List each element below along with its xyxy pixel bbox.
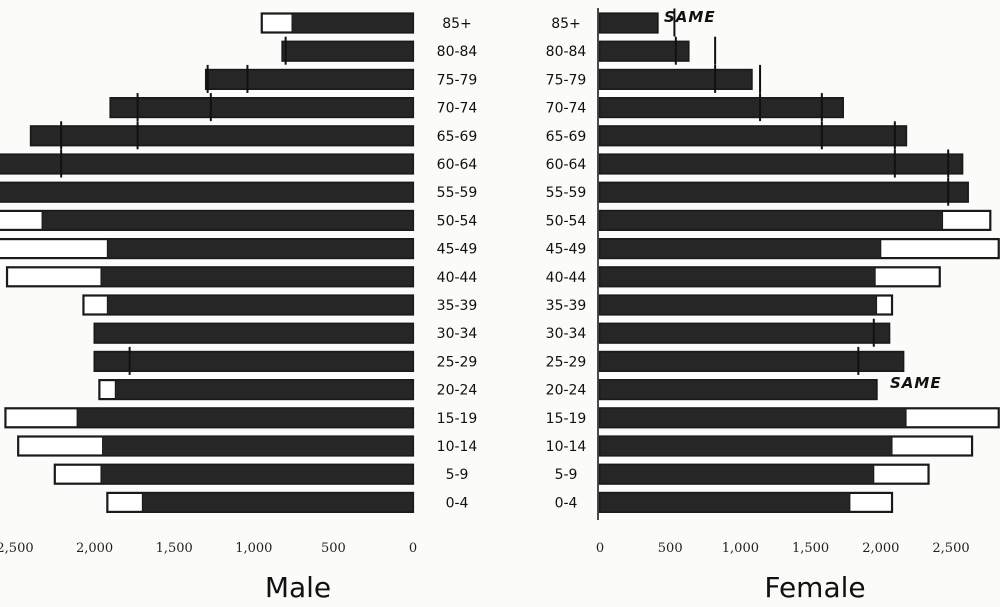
female-age-label: 70-74 xyxy=(546,101,587,117)
female-age-label: 20-24 xyxy=(546,383,587,399)
female-age-label: 10-14 xyxy=(546,439,587,455)
male-age-label: 85+ xyxy=(442,16,472,32)
annotation-same-85: SAME xyxy=(664,8,716,26)
male-age-label: 55-59 xyxy=(437,185,478,201)
female-filled-bar xyxy=(599,210,944,231)
female-filled-bar xyxy=(599,323,890,344)
female-filled-bar xyxy=(599,436,893,456)
male-age-label: 25-29 xyxy=(437,354,478,370)
male-filled-bar xyxy=(94,351,414,372)
female-filled-bar xyxy=(599,154,963,174)
male-filled-bar xyxy=(0,154,414,174)
male-age-label: 60-64 xyxy=(437,157,478,173)
male-filled-bar xyxy=(110,97,414,118)
male-filled-bar xyxy=(102,436,414,456)
male-filled-bar xyxy=(76,407,414,428)
male-panel-label: Male xyxy=(265,571,331,604)
male-x-tick-label: 500 xyxy=(321,541,346,556)
female-x-tick-label: 1,500 xyxy=(792,541,829,556)
female-age-label: 25-29 xyxy=(546,354,587,370)
female-x-tick-label: 2,500 xyxy=(932,541,969,556)
female-chart: 85+ 80-84 75-79 70-74 65-69 60-64 55-59 50-54 45… xyxy=(546,8,1000,556)
male-filled-bar xyxy=(114,379,414,400)
female-age-label: 60-64 xyxy=(546,157,587,173)
female-x-tick-label: 0 xyxy=(596,541,604,556)
female-filled-bar xyxy=(599,125,907,146)
male-age-label: 10-14 xyxy=(437,439,478,455)
female-filled-bar xyxy=(599,492,851,513)
female-age-label: 65-69 xyxy=(546,129,587,145)
male-chart: 85+ 80-84 75-79 70-74 65-69 60-64 55-59 50-54 45… xyxy=(0,12,478,556)
male-x-tick-label: 1,000 xyxy=(235,541,272,556)
male-filled-bar xyxy=(281,41,414,62)
female-filled-bar xyxy=(599,379,878,400)
male-filled-bar xyxy=(106,295,414,315)
female-age-label: 30-34 xyxy=(546,326,587,342)
male-x-tick-label: 2,500 xyxy=(0,541,34,556)
male-age-label: 70-74 xyxy=(437,101,478,117)
male-filled-bar xyxy=(141,492,414,513)
female-x-tick-label: 1,000 xyxy=(722,541,759,556)
female-filled-bar xyxy=(599,238,882,259)
female-filled-bar xyxy=(599,464,875,485)
male-filled-bar xyxy=(100,464,414,485)
female-age-label: 50-54 xyxy=(546,213,587,229)
female-age-label: 85+ xyxy=(551,16,581,32)
female-age-label: 80-84 xyxy=(546,44,587,60)
male-filled-bar xyxy=(41,210,414,231)
annotation-same-20: SAME xyxy=(890,374,942,392)
male-age-label: 20-24 xyxy=(437,383,478,399)
female-filled-bar xyxy=(599,41,689,62)
female-age-label: 45-49 xyxy=(546,242,587,258)
male-filled-bar xyxy=(0,182,414,203)
male-age-label: 0-4 xyxy=(446,495,469,511)
female-x-tick-label: 500 xyxy=(658,541,683,556)
male-age-label: 5-9 xyxy=(446,467,469,483)
female-age-label: 40-44 xyxy=(546,270,587,286)
male-x-tick-label: 1,500 xyxy=(156,541,193,556)
male-x-tick-label: 0 xyxy=(409,541,417,556)
female-x-tick-label: 2,000 xyxy=(862,541,899,556)
female-filled-bar xyxy=(599,97,844,118)
male-age-label: 65-69 xyxy=(437,129,478,145)
male-age-label: 35-39 xyxy=(437,298,478,314)
female-age-label: 5-9 xyxy=(555,467,578,483)
female-age-label: 35-39 xyxy=(546,298,587,314)
male-filled-bar xyxy=(106,238,414,259)
female-age-label: 75-79 xyxy=(546,72,587,88)
female-filled-bar xyxy=(599,295,878,315)
male-age-label: 80-84 xyxy=(437,44,478,60)
male-filled-bar xyxy=(94,323,414,344)
female-panel-label: Female xyxy=(764,571,865,604)
female-filled-bar xyxy=(599,69,753,90)
male-age-label: 50-54 xyxy=(437,213,478,229)
female-filled-bar xyxy=(599,407,907,428)
male-x-tick-label: 2,000 xyxy=(76,541,113,556)
male-age-label: 15-19 xyxy=(437,411,478,427)
female-age-label: 55-59 xyxy=(546,185,587,201)
male-age-label: 30-34 xyxy=(437,326,478,342)
male-filled-bar xyxy=(100,266,414,287)
male-age-label: 45-49 xyxy=(437,242,478,258)
female-filled-bar xyxy=(599,266,876,287)
female-filled-bar xyxy=(599,351,904,372)
female-filled-bar xyxy=(599,182,969,203)
male-age-label: 75-79 xyxy=(437,72,478,88)
male-filled-bar xyxy=(291,13,414,33)
male-filled-bar xyxy=(30,125,414,146)
male-filled-bar xyxy=(205,69,414,90)
female-age-label: 0-4 xyxy=(555,495,578,511)
female-filled-bar xyxy=(599,13,659,33)
male-age-label: 40-44 xyxy=(437,270,478,286)
female-age-label: 15-19 xyxy=(546,411,587,427)
